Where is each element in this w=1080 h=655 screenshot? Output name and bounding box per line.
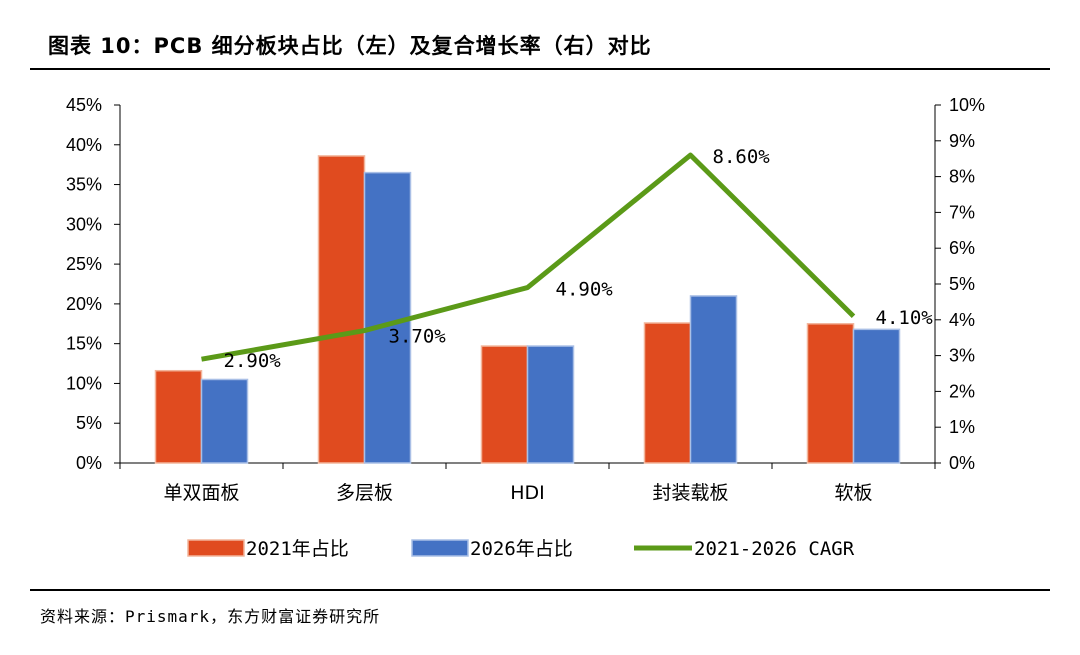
bar-2026	[200, 378, 249, 464]
x-category-label: 单双面板	[163, 482, 239, 504]
left-tick-label: 10%	[66, 373, 102, 393]
source-rule	[30, 589, 1050, 591]
source-note: 资料来源：Prismark，东方财富证券研究所	[40, 607, 381, 626]
left-tick-label: 5%	[76, 413, 102, 433]
right-tick-label: 2%	[949, 381, 975, 401]
legend-2021-label: 2021年占比	[246, 538, 349, 560]
bar-2026	[363, 171, 412, 464]
right-tick-label: 0%	[949, 453, 975, 473]
cagr-data-label: 4.10%	[876, 307, 934, 329]
x-category-label: 软板	[834, 482, 872, 504]
cagr-data-label: 2.90%	[224, 350, 282, 372]
cagr-data-label: 8.60%	[713, 146, 771, 168]
x-category-label: HDI	[510, 482, 545, 504]
bar-2026	[689, 295, 738, 464]
legend-2021-swatch	[187, 539, 245, 557]
right-tick-label: 8%	[949, 167, 975, 187]
title-rule	[30, 68, 1050, 70]
bar-2021	[154, 369, 203, 464]
chart: 0% 5% 10% 15% 20% 25% 30% 35% 40% 45% 0% 1% 2% 3% 4% 5%…	[66, 95, 985, 560]
bar-2021	[643, 322, 692, 464]
left-tick-label: 25%	[66, 254, 102, 274]
left-tick-label: 35%	[66, 175, 102, 195]
legend-cagr-label: 2021-2026 CAGR	[694, 538, 855, 560]
left-tick-label: 20%	[66, 294, 102, 314]
bar-2021	[317, 155, 366, 464]
x-category-label: 多层板	[336, 482, 393, 504]
cagr-data-label: 4.90%	[556, 279, 614, 301]
cagr-line	[201, 152, 856, 362]
left-tick-label: 15%	[66, 334, 102, 354]
left-tick-label: 30%	[66, 214, 102, 234]
legend-2026-label: 2026年占比	[470, 538, 573, 560]
left-tick-label: 40%	[66, 135, 102, 155]
left-tick-label: 45%	[66, 95, 102, 115]
x-category-label: 封装载板	[652, 482, 728, 504]
right-tick-label: 6%	[949, 238, 975, 258]
bar-2026	[852, 328, 901, 464]
left-tick-label: 0%	[76, 453, 102, 473]
right-tick-label: 4%	[949, 310, 975, 330]
bar-2021	[806, 323, 855, 464]
bar-2021	[480, 345, 529, 464]
right-tick-label: 1%	[949, 417, 975, 437]
legend-2026-swatch	[411, 539, 469, 557]
page-title: 图表 10：PCB 细分板块占比（左）及复合增长率（右）对比	[48, 34, 652, 58]
right-tick-label: 10%	[949, 95, 985, 115]
right-tick-label: 7%	[949, 202, 975, 222]
bar-2026	[526, 345, 575, 464]
cagr-data-label: 3.70%	[389, 326, 447, 348]
right-tick-label: 9%	[949, 131, 975, 151]
right-tick-label: 5%	[949, 274, 975, 294]
right-tick-label: 3%	[949, 346, 975, 366]
